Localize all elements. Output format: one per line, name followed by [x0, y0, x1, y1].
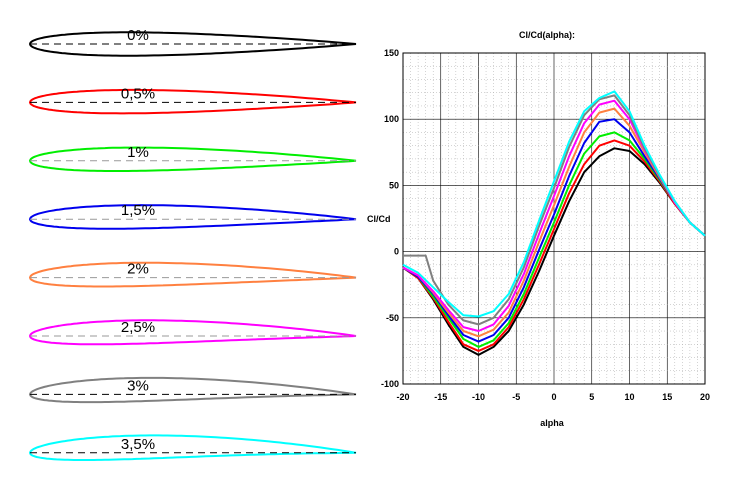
airfoil-label: 1% — [127, 144, 149, 161]
plot-frame — [402, 52, 706, 385]
chart-title: Cl/Cd(alpha): — [519, 30, 575, 40]
airfoil-label: 2% — [127, 261, 149, 278]
y-tick-label: 150 — [384, 48, 399, 58]
airfoil-outline — [28, 204, 357, 230]
y-tick-label: 0 — [394, 247, 399, 257]
airfoil-1: 0% — [28, 27, 357, 57]
x-tick-label: 0 — [551, 392, 556, 402]
airfoil-label: 3,5% — [121, 436, 155, 453]
airfoil-label: 0% — [127, 27, 149, 44]
x-tick-label: -5 — [512, 392, 520, 402]
x-tick-label: -15 — [434, 392, 447, 402]
airfoil-3: 1% — [28, 144, 357, 172]
airfoil-outline — [28, 88, 357, 115]
x-tick-label: -20 — [396, 392, 409, 402]
series-line-4 — [402, 118, 706, 343]
airfoil-6: 2,5% — [28, 319, 357, 346]
y-tick-label: 100 — [384, 114, 399, 124]
airfoil-outline — [28, 434, 357, 461]
airfoil-outline — [28, 146, 357, 172]
y-tick-label: -50 — [386, 313, 399, 323]
x-tick-label: 5 — [589, 392, 594, 402]
y-axis-label: Cl/Cd — [367, 214, 391, 224]
chart-series — [402, 90, 706, 356]
airfoil-4: 1,5% — [28, 202, 357, 230]
airfoil-label: 0,5% — [121, 85, 155, 102]
airfoil-label: 2,5% — [121, 319, 155, 336]
y-tick-label: -100 — [381, 379, 399, 389]
airfoil-label: 3% — [127, 377, 149, 394]
series-line-1 — [402, 147, 706, 356]
x-tick-label: -10 — [472, 392, 485, 402]
airfoil-profiles: 0% 0,5% 1% 1,5% 2% 2,5% 3% 3,5% — [28, 27, 357, 461]
airfoil-5: 2% — [28, 261, 357, 288]
airfoil-8: 3,5% — [28, 434, 357, 461]
airfoil-outline — [28, 376, 357, 404]
airfoil-7: 3% — [28, 376, 357, 404]
series-line-8 — [402, 90, 706, 318]
x-tick-label: 15 — [662, 392, 672, 402]
chart-grid — [402, 52, 706, 385]
x-tick-label: 10 — [624, 392, 634, 402]
airfoil-2: 0,5% — [28, 85, 357, 115]
series-line-2 — [402, 139, 706, 352]
x-tick-label: 20 — [700, 392, 710, 402]
y-tick-label: 50 — [389, 180, 399, 190]
airfoil-outline — [28, 261, 357, 288]
airfoil-label: 1,5% — [121, 202, 155, 219]
x-axis-label: alpha — [540, 418, 565, 428]
airfoil-outline — [28, 319, 357, 346]
